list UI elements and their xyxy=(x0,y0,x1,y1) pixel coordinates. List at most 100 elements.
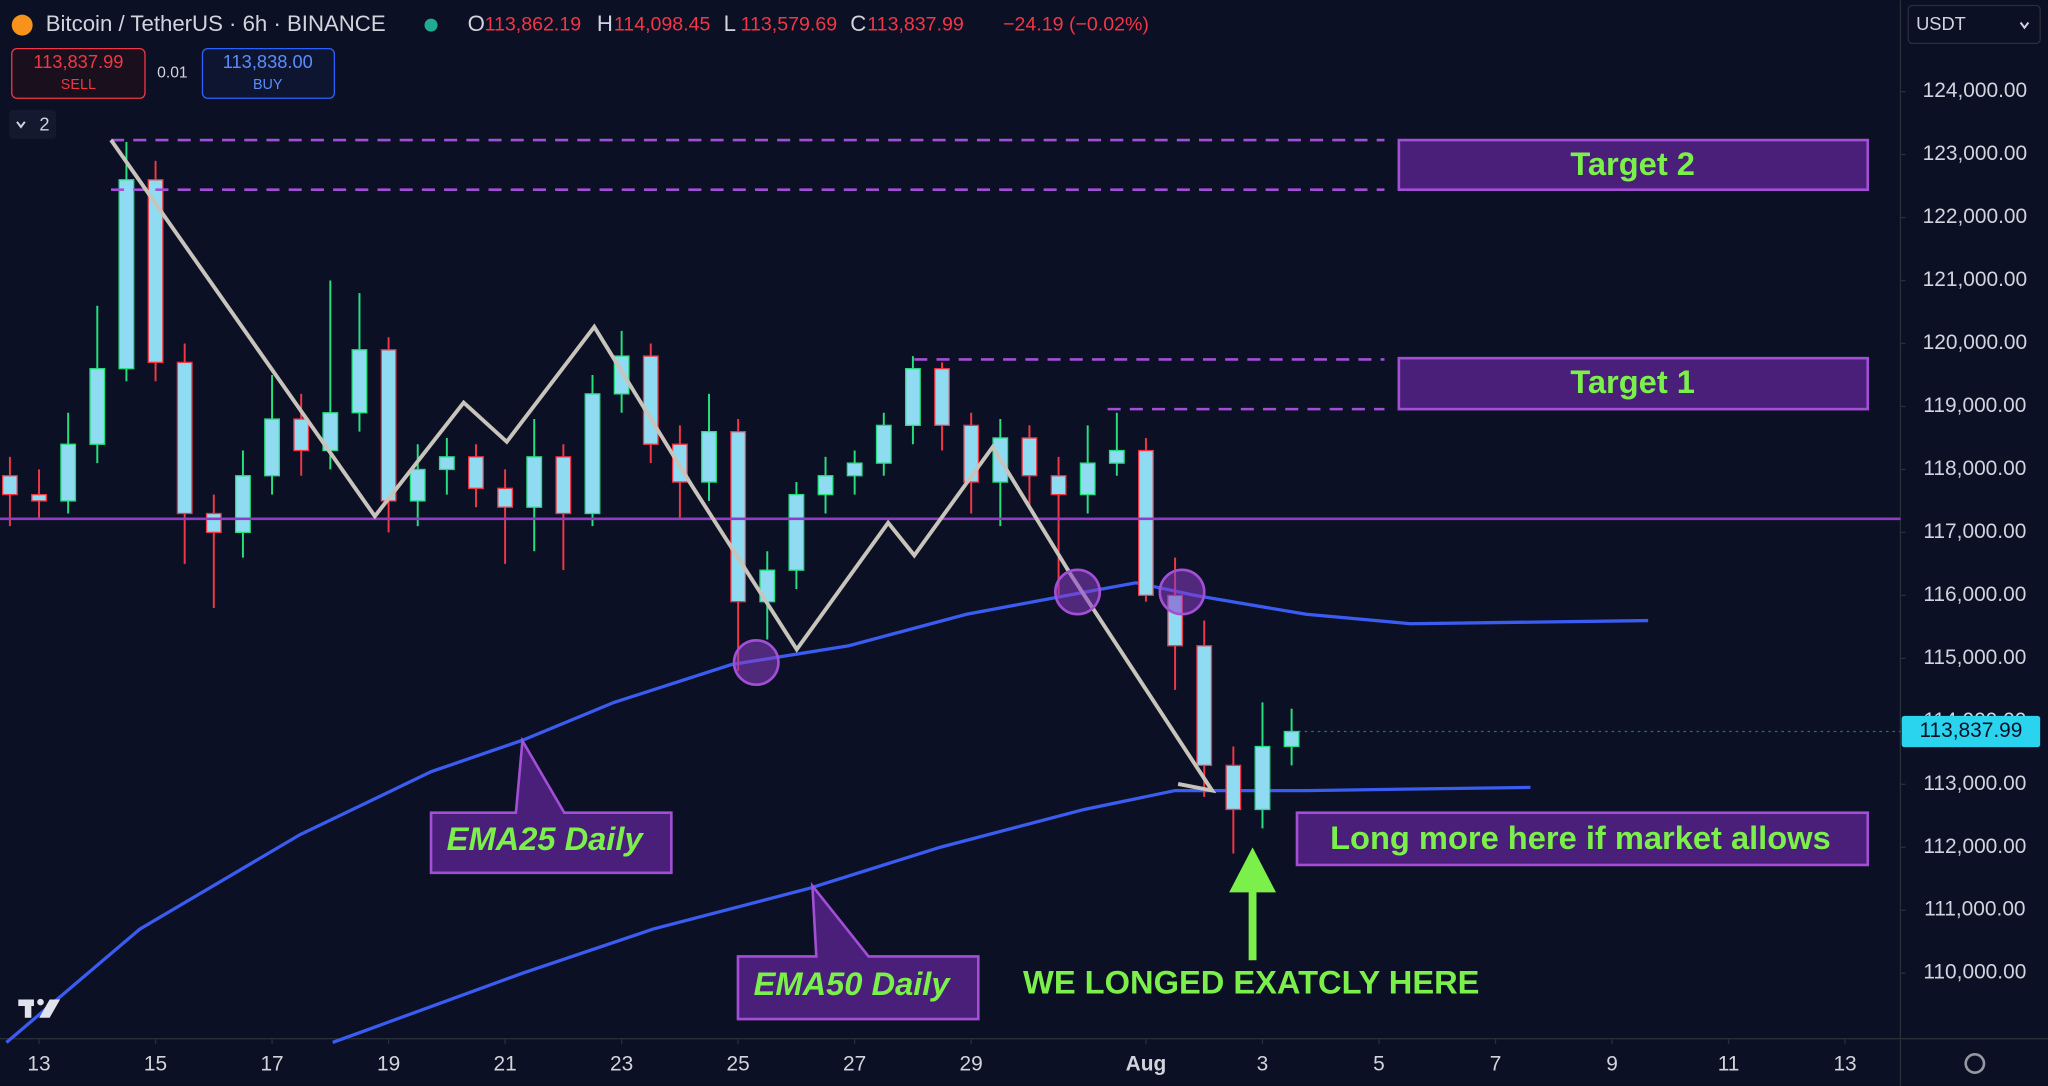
y-tick-label: 118,000.00 xyxy=(1923,457,2026,480)
last-price-label: 113,837.99 xyxy=(1919,719,2022,742)
symbol-title[interactable]: Bitcoin / TetherUS · 6h · BINANCE xyxy=(46,11,386,36)
callout-label: EMA50 Daily xyxy=(754,965,952,1002)
sell-price[interactable]: 113,837.99 xyxy=(33,51,123,72)
arrow xyxy=(1229,847,1277,961)
last-price-box xyxy=(1901,715,2041,748)
ohlc-change: −24.19 (−0.02%) xyxy=(1003,13,1149,35)
x-tick-label: 9 xyxy=(1606,1052,1618,1075)
candle-body xyxy=(904,368,921,427)
candle-body xyxy=(293,418,310,452)
candle-body xyxy=(176,361,193,515)
candle-body xyxy=(409,468,426,502)
sell-label[interactable]: SELL xyxy=(61,77,96,93)
candle-body xyxy=(1196,645,1213,767)
x-tick-label: 11 xyxy=(1718,1052,1740,1075)
candle-body xyxy=(235,475,251,534)
candle-body xyxy=(788,493,805,571)
y-tick-label: 123,000.00 xyxy=(1923,142,2027,165)
currency[interactable]: USDT xyxy=(1916,13,1966,34)
candle-body xyxy=(1283,730,1300,748)
candle-body xyxy=(1108,449,1125,464)
y-tick-label: 124,000.00 xyxy=(1923,79,2027,102)
candle-body xyxy=(1138,449,1154,597)
annotation: Target 2 xyxy=(1570,145,1695,182)
ohlc-label: L xyxy=(724,11,736,36)
x-tick-label: 19 xyxy=(377,1052,400,1075)
y-tick-label: 122,000.00 xyxy=(1923,205,2027,228)
candle-body xyxy=(468,456,484,489)
annotation-boxes xyxy=(429,138,1870,1021)
ohlc-value: 113,579.69 xyxy=(741,13,838,35)
y-tick-label: 115,000.00 xyxy=(1923,646,2026,669)
candle-body xyxy=(60,443,77,502)
y-tick-label: 117,000.00 xyxy=(1923,520,2026,543)
candle-body xyxy=(817,475,834,496)
ohlc-value: 113,837.99 xyxy=(867,13,964,35)
candle-body xyxy=(875,424,892,464)
settings-icon[interactable] xyxy=(1964,1053,1986,1074)
touch-circles xyxy=(732,568,1206,687)
candle-body xyxy=(701,430,717,483)
candle-body xyxy=(147,179,164,364)
x-tick-label: 25 xyxy=(727,1052,750,1075)
candle-body xyxy=(1254,745,1271,811)
buy-label[interactable]: BUY xyxy=(253,77,283,93)
x-tick-label: Aug xyxy=(1126,1052,1167,1075)
x-tick-label: 3 xyxy=(1257,1052,1269,1075)
buy-button[interactable]: 113,838.00 BUY xyxy=(201,47,336,99)
candle-body xyxy=(730,430,747,603)
x-tick-label: 17 xyxy=(260,1052,283,1075)
symbol-icon xyxy=(11,14,33,36)
candle-body xyxy=(1079,462,1096,496)
indicator-count[interactable]: 2 xyxy=(39,114,49,135)
x-tick-label: 29 xyxy=(960,1052,983,1075)
x-tick-label: 7 xyxy=(1490,1052,1502,1075)
x-tick-label: 13 xyxy=(1833,1052,1856,1075)
y-tick-label: 112,000.00 xyxy=(1923,835,2026,858)
candle-body xyxy=(934,368,950,427)
ohlc-label: C xyxy=(850,11,866,36)
annotation: Long more here if market allows xyxy=(1330,819,1831,856)
candle-body xyxy=(555,456,572,515)
ema-line xyxy=(5,581,1649,1044)
candle-body xyxy=(351,349,368,414)
y-tick-label: 121,000.00 xyxy=(1923,268,2027,291)
candle-body xyxy=(1021,437,1038,477)
callout-label: EMA25 Daily xyxy=(447,820,645,857)
quantity[interactable]: 0.01 xyxy=(157,65,187,82)
annotation: WE LONGED EXATCLY HERE xyxy=(1023,964,1479,1001)
y-tick-label: 113,000.00 xyxy=(1923,772,2026,795)
y-tick-label: 116,000.00 xyxy=(1923,583,2026,606)
indicator-toggle[interactable]: 2 xyxy=(9,110,57,139)
x-tick-label: 15 xyxy=(144,1052,167,1075)
y-tick-label: 120,000.00 xyxy=(1923,331,2027,354)
candle-body xyxy=(264,418,281,477)
logo xyxy=(18,998,61,1018)
status-dot xyxy=(424,18,438,32)
buy-price[interactable]: 113,838.00 xyxy=(223,51,313,72)
ohlc-value: 113,862.19 xyxy=(485,13,582,35)
x-tick-label: 21 xyxy=(493,1052,516,1075)
candle-body xyxy=(118,179,135,370)
y-tick-label: 111,000.00 xyxy=(1924,898,2025,921)
x-tick-label: 27 xyxy=(843,1052,866,1075)
candle-body xyxy=(584,393,601,515)
candle-body xyxy=(31,493,47,502)
candle-body xyxy=(89,368,106,445)
sell-button[interactable]: 113,837.99 SELL xyxy=(11,47,146,99)
ohlc-label: H xyxy=(597,11,613,36)
currency-select[interactable]: USDT xyxy=(1907,4,2041,45)
target-lines xyxy=(111,138,1385,411)
candle-body xyxy=(1,475,18,496)
candle-body xyxy=(1050,475,1067,496)
plot-area xyxy=(1,141,1901,1044)
candle-body xyxy=(526,456,543,508)
candle-body xyxy=(205,512,222,534)
ohlc-label: O xyxy=(468,11,485,36)
candle-body xyxy=(846,462,863,477)
candle-body xyxy=(642,355,659,445)
candle-body xyxy=(963,424,980,483)
y-tick-label: 119,000.00 xyxy=(1923,394,2026,417)
